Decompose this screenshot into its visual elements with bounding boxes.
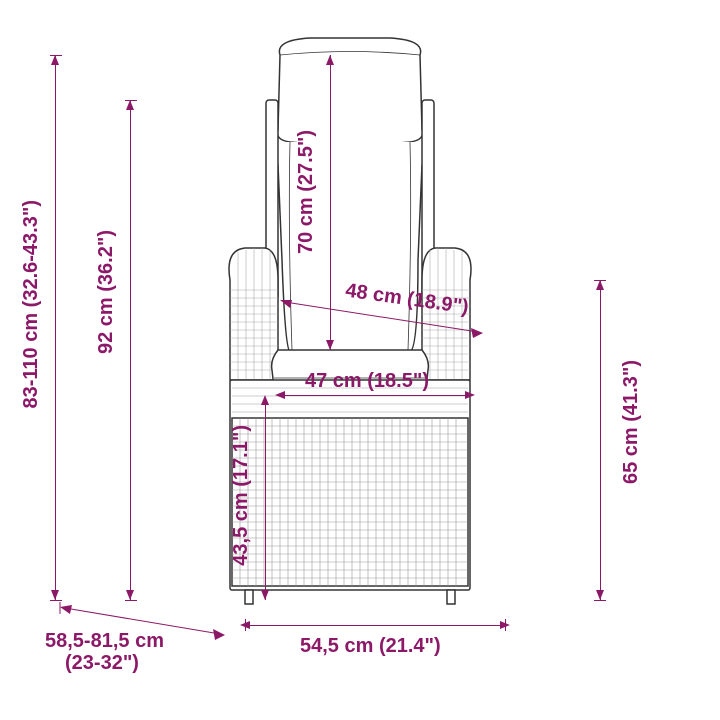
dim-depth-range-line <box>0 0 720 720</box>
dim-depth-range-label-2: (23-32") <box>65 652 139 674</box>
dimension-diagram: 83-110 cm (32.6-43.3") 92 cm (36.2") 70 … <box>0 0 720 720</box>
dim-depth-range-label-1: 58,5-81,5 cm <box>45 630 164 652</box>
